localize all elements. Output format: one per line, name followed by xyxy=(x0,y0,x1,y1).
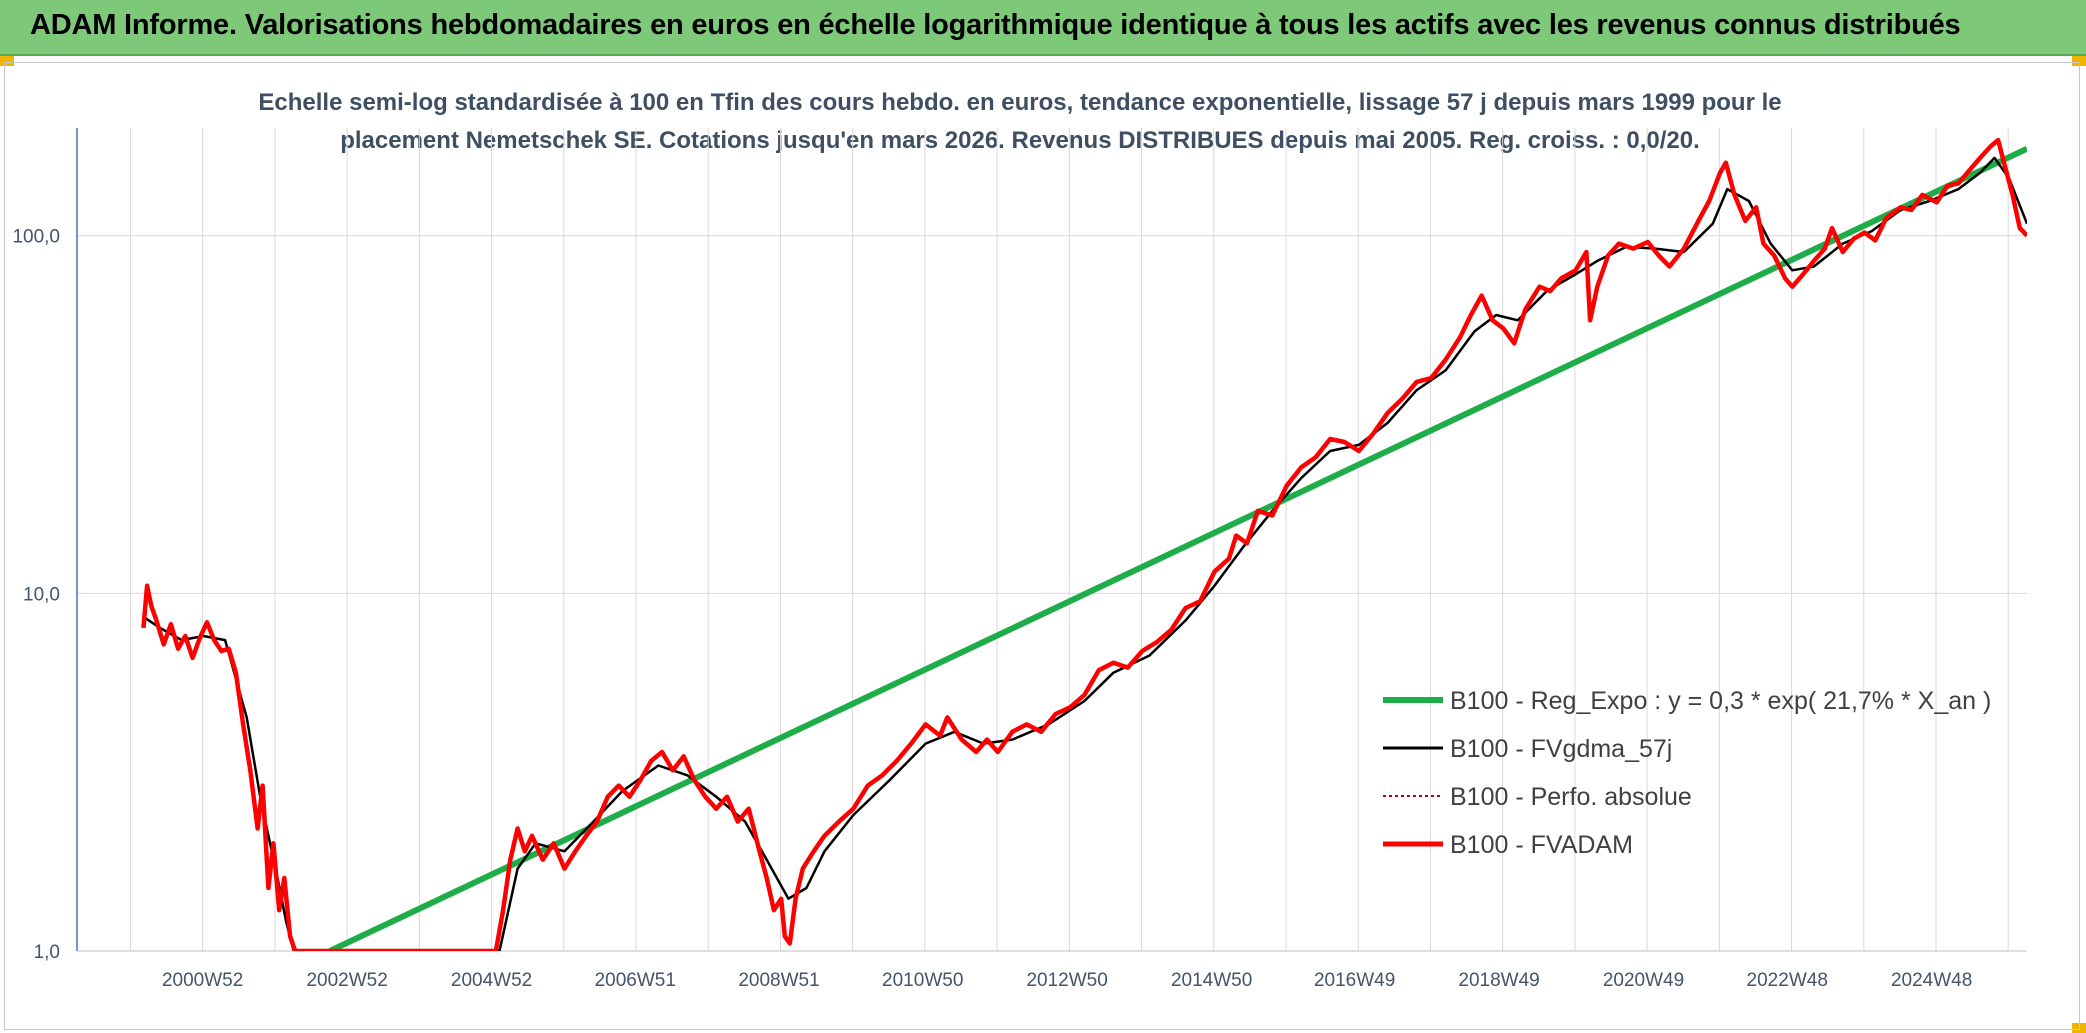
legend-label-4: B100 - FVADAM xyxy=(1450,831,1633,859)
corner-marker-top-right xyxy=(2072,56,2086,66)
series-line-2 xyxy=(142,156,2027,951)
y-tick-label: 100,0 xyxy=(12,227,60,248)
x-tick-label: 2022W48 xyxy=(1747,970,1828,991)
x-tick-label: 2024W48 xyxy=(1891,970,1972,991)
series-line-4 xyxy=(141,137,2027,951)
x-tick-label: 2012W50 xyxy=(1026,970,1107,991)
x-tick-label: 2006W51 xyxy=(595,970,676,991)
report-title: ADAM Informe. Valorisations hebdomadaire… xyxy=(30,9,1961,41)
chart-subtitle: Echelle semi-log standardisée à 100 en T… xyxy=(200,84,1840,160)
x-tick-label: 2010W50 xyxy=(882,970,963,991)
x-tick-label: 2014W50 xyxy=(1171,970,1252,991)
x-tick-label: 2016W49 xyxy=(1314,970,1395,991)
corner-marker-top-left xyxy=(0,56,14,66)
legend-label-1: B100 - Reg_Expo : y = 0,3 * exp( 21,7% *… xyxy=(1450,687,1991,715)
chart-area xyxy=(4,62,2080,1030)
gridlines xyxy=(77,128,2027,952)
x-tick-label: 2020W49 xyxy=(1603,970,1684,991)
x-tick-label: 2004W52 xyxy=(451,970,532,991)
chart-subtitle-line-1: Echelle semi-log standardisée à 100 en T… xyxy=(258,89,1782,116)
series-line-1 xyxy=(328,145,2027,951)
x-tick-label: 2018W49 xyxy=(1458,970,1539,991)
chart-subtitle-line-2: placement Nemetschek SE. Cotations jusqu… xyxy=(340,127,1700,154)
x-tick-label: 2002W52 xyxy=(306,970,387,991)
x-tick-label: 2000W52 xyxy=(162,970,243,991)
x-tick-label: 2008W51 xyxy=(738,970,819,991)
series-lines xyxy=(141,137,2027,951)
y-tick-label: 10,0 xyxy=(23,584,60,605)
report-banner: ADAM Informe. Valorisations hebdomadaire… xyxy=(0,0,2086,56)
legend: B100 - Reg_Expo : y = 0,3 * exp( 21,7% *… xyxy=(1383,687,1991,859)
axes: 1,0 10,0 100,0 2000W52 2002W52 2004W52 2006W51… xyxy=(12,128,2027,991)
legend-label-3: B100 - Perfo. absolue xyxy=(1450,783,1692,811)
y-tick-label: 1,0 xyxy=(34,942,60,963)
legend-label-2: B100 - FVgdma_57j xyxy=(1450,735,1672,763)
